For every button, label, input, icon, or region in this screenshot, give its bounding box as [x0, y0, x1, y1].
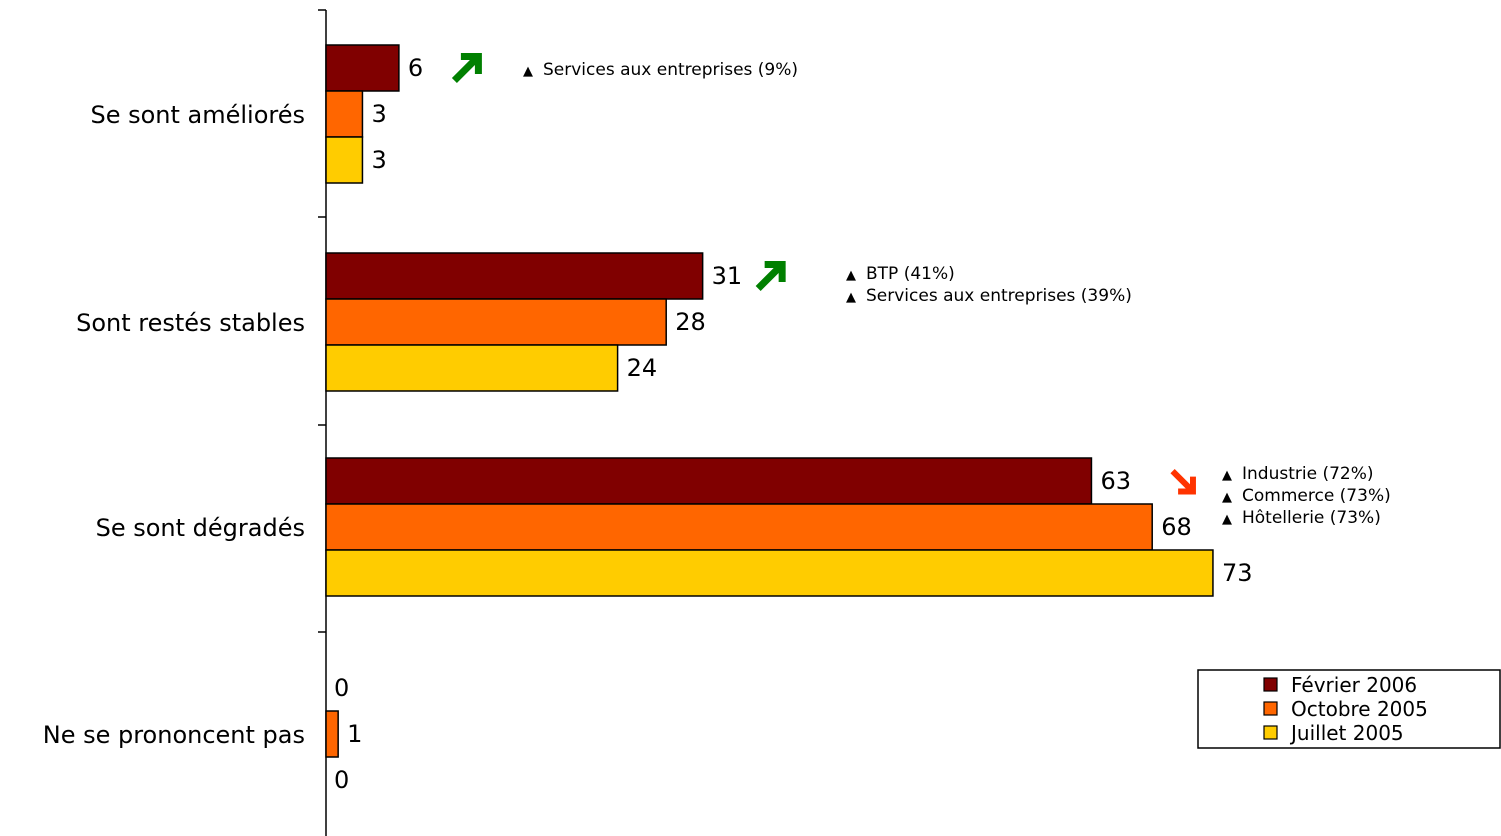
data-label: 24: [627, 354, 658, 382]
data-label: 73: [1222, 559, 1253, 587]
bar-1-0: [325, 90, 364, 138]
annotation-marker: ▲: [846, 290, 856, 305]
category-label: Ne se prononcent pas: [43, 721, 305, 749]
trend-down-arrow-icon: [1170, 469, 1196, 495]
annotation-text: Services aux entreprises (39%): [866, 286, 1132, 306]
annotation-text: Commerce (73%): [1242, 486, 1391, 506]
data-label: 28: [675, 308, 706, 336]
bar-1-2: [325, 503, 1153, 551]
data-label: 68: [1161, 513, 1192, 541]
trend-up-arrow-icon: [755, 261, 786, 291]
legend-label: Octobre 2005: [1291, 697, 1428, 721]
bar-2-2: [325, 549, 1214, 597]
category-label: Se sont améliorés: [90, 101, 305, 129]
bar-2-1: [325, 344, 619, 392]
data-label: 3: [371, 100, 386, 128]
data-label: 31: [712, 262, 743, 290]
category-label: Sont restés stables: [76, 309, 305, 337]
legend-box: [1197, 669, 1501, 749]
annotation-marker: ▲: [1222, 512, 1232, 527]
legend-swatch-2: [1263, 725, 1278, 740]
legend-swatch-1: [1263, 701, 1278, 716]
trend-up-arrow-icon: [451, 53, 482, 83]
bar-0-1: [325, 252, 704, 300]
annotation-text: BTP (41%): [866, 264, 955, 284]
legend-label: Février 2006: [1291, 673, 1417, 697]
legend-swatch-0: [1263, 677, 1278, 692]
annotation-text: Hôtellerie (73%): [1242, 508, 1381, 528]
bar-0-2: [325, 457, 1093, 505]
bar-1-1: [325, 298, 667, 346]
data-label: 1: [347, 720, 362, 748]
data-label: 6: [408, 54, 423, 82]
bar-0-0: [325, 44, 400, 92]
data-label: 63: [1100, 467, 1131, 495]
annotation-marker: ▲: [846, 268, 856, 283]
legend-label: Juillet 2005: [1289, 721, 1404, 745]
annotation-text: Services aux entreprises (9%): [543, 60, 798, 80]
data-label: 0: [334, 766, 349, 794]
data-label: 0: [334, 674, 349, 702]
bar-2-0: [325, 136, 364, 184]
annotation-marker: ▲: [1222, 490, 1232, 505]
bar-1-3: [325, 710, 339, 758]
category-label: Se sont dégradés: [96, 514, 305, 542]
data-label: 3: [371, 146, 386, 174]
annotation-marker: ▲: [1222, 468, 1232, 483]
annotation-marker: ▲: [523, 64, 533, 79]
annotation-text: Industrie (72%): [1242, 464, 1374, 484]
